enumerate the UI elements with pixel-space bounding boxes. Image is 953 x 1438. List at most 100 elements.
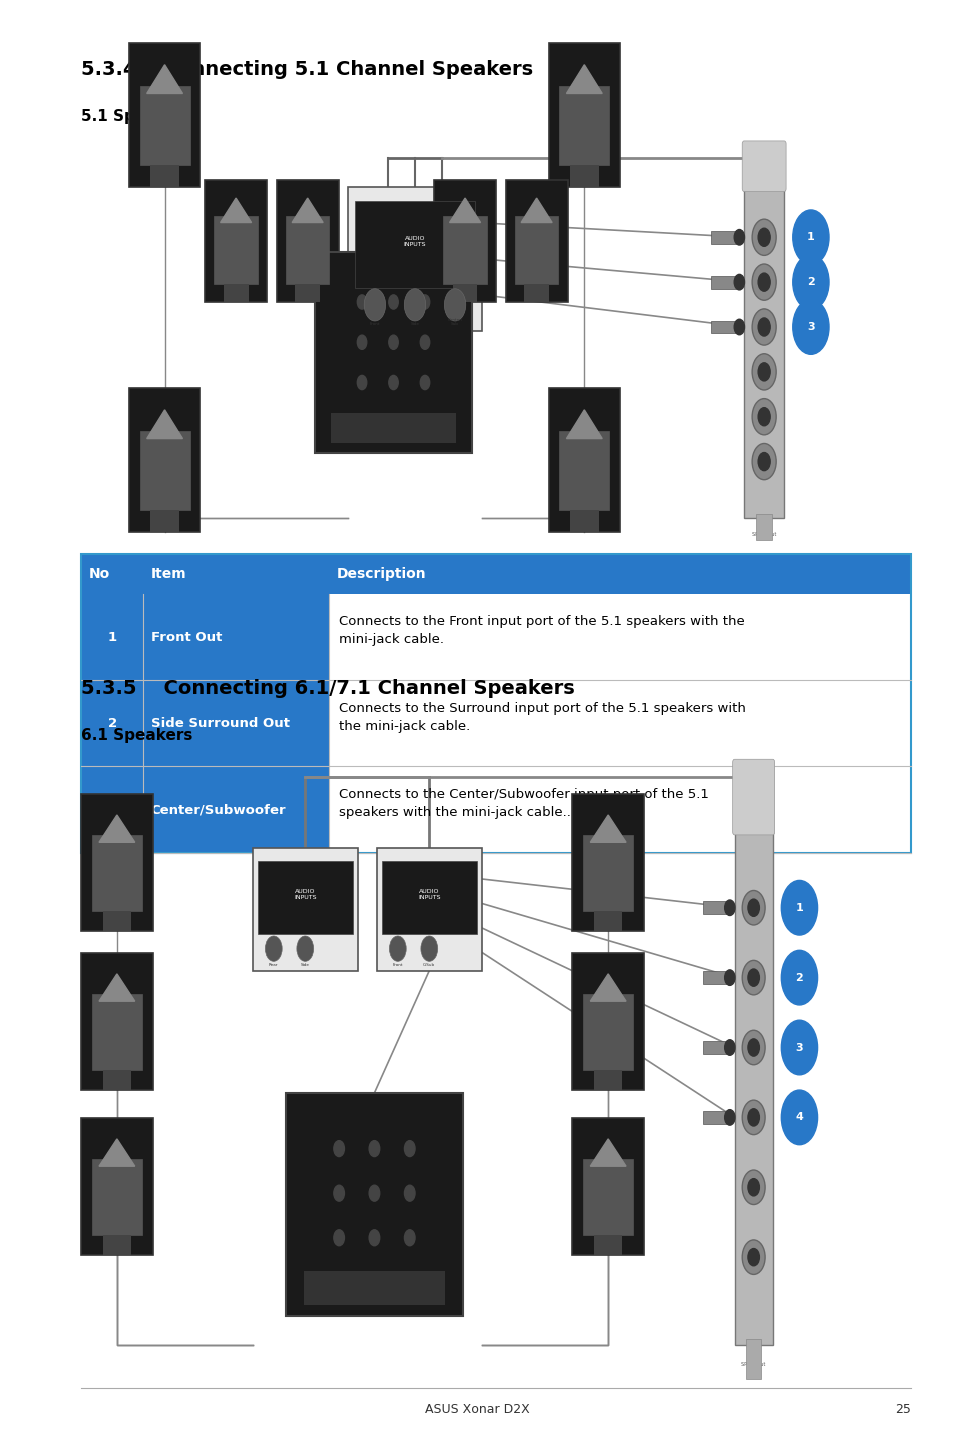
Circle shape <box>404 1185 415 1201</box>
Text: 3: 3 <box>108 802 116 817</box>
Polygon shape <box>566 410 601 439</box>
Bar <box>505 180 567 302</box>
Bar <box>91 995 142 1070</box>
Circle shape <box>781 951 817 1005</box>
Bar <box>558 86 609 165</box>
Circle shape <box>734 230 743 244</box>
Bar <box>143 680 329 766</box>
Text: Connects to the Center/Subwoofer input port of the 5.1
speakers with the mini-ja: Connects to the Center/Subwoofer input p… <box>338 788 708 820</box>
Circle shape <box>741 1240 764 1274</box>
Circle shape <box>420 936 437 962</box>
Circle shape <box>404 289 425 321</box>
Circle shape <box>758 453 769 470</box>
Text: 3: 3 <box>806 322 814 332</box>
Bar <box>129 388 200 532</box>
Text: AUDIO
INPUTS: AUDIO INPUTS <box>294 889 316 900</box>
Bar <box>743 144 783 518</box>
Bar <box>151 165 179 187</box>
Bar <box>286 216 329 283</box>
Bar <box>734 762 772 1345</box>
Text: Front: Front <box>392 963 403 966</box>
Bar <box>81 1119 152 1255</box>
Text: Front Out: Front Out <box>151 630 222 644</box>
Bar <box>558 431 609 510</box>
Circle shape <box>444 289 465 321</box>
Bar <box>710 276 739 289</box>
Circle shape <box>265 936 282 962</box>
Bar <box>515 216 558 283</box>
Bar <box>257 860 353 935</box>
Circle shape <box>751 219 776 256</box>
Bar <box>103 910 132 932</box>
Circle shape <box>334 1229 344 1245</box>
Bar <box>129 43 200 187</box>
Bar <box>443 216 486 283</box>
Bar <box>702 1112 729 1125</box>
Circle shape <box>792 210 828 265</box>
Circle shape <box>389 375 397 390</box>
Polygon shape <box>292 198 323 223</box>
Polygon shape <box>147 410 182 439</box>
Bar <box>81 554 910 594</box>
Bar <box>355 201 475 288</box>
Circle shape <box>357 375 366 390</box>
Bar <box>548 43 619 187</box>
Polygon shape <box>566 65 601 93</box>
Bar <box>582 995 633 1070</box>
Circle shape <box>781 880 817 935</box>
Text: C/Sub: C/Sub <box>423 963 435 966</box>
Bar <box>139 86 190 165</box>
Polygon shape <box>590 1139 625 1166</box>
Bar <box>524 283 549 302</box>
Bar <box>81 680 143 766</box>
Text: 6.1 Speakers: 6.1 Speakers <box>81 728 193 742</box>
Circle shape <box>747 1248 759 1265</box>
Bar <box>81 794 152 932</box>
Text: No: No <box>89 567 110 581</box>
Bar <box>710 230 739 243</box>
Text: 2: 2 <box>108 716 116 731</box>
Bar <box>81 953 152 1090</box>
Circle shape <box>751 354 776 390</box>
Circle shape <box>741 1171 764 1205</box>
Circle shape <box>334 1140 344 1156</box>
Text: 1: 1 <box>108 630 116 644</box>
Circle shape <box>747 1038 759 1055</box>
Bar <box>143 766 329 853</box>
Circle shape <box>781 1090 817 1145</box>
Circle shape <box>389 335 397 349</box>
Circle shape <box>420 335 429 349</box>
Circle shape <box>389 936 406 962</box>
Bar <box>569 165 598 187</box>
Circle shape <box>758 318 769 336</box>
Bar <box>572 794 643 932</box>
Circle shape <box>404 1140 415 1156</box>
Circle shape <box>734 319 743 335</box>
Bar <box>453 283 477 302</box>
Circle shape <box>758 362 769 381</box>
Circle shape <box>751 309 776 345</box>
Bar <box>81 554 910 853</box>
Bar <box>330 413 456 443</box>
Polygon shape <box>99 1139 134 1166</box>
Bar <box>143 594 329 680</box>
Circle shape <box>758 229 769 246</box>
Text: 25: 25 <box>894 1402 910 1416</box>
Text: AUDIO
INPUTS: AUDIO INPUTS <box>403 236 426 247</box>
Bar <box>710 321 739 334</box>
Circle shape <box>389 295 397 309</box>
Bar <box>81 594 910 680</box>
Bar <box>593 1234 621 1255</box>
Circle shape <box>724 1040 734 1055</box>
Bar <box>582 835 633 910</box>
Text: 5.3.4    Connecting 5.1 Channel Speakers: 5.3.4 Connecting 5.1 Channel Speakers <box>81 60 533 79</box>
Text: SPDIF Out: SPDIF Out <box>751 532 776 536</box>
Circle shape <box>758 407 769 426</box>
Text: SPDIF Out: SPDIF Out <box>740 1362 765 1366</box>
Bar <box>376 848 481 971</box>
Bar <box>702 1041 729 1054</box>
Circle shape <box>369 1140 379 1156</box>
Bar <box>81 766 910 853</box>
Circle shape <box>734 275 743 290</box>
Circle shape <box>781 1020 817 1074</box>
